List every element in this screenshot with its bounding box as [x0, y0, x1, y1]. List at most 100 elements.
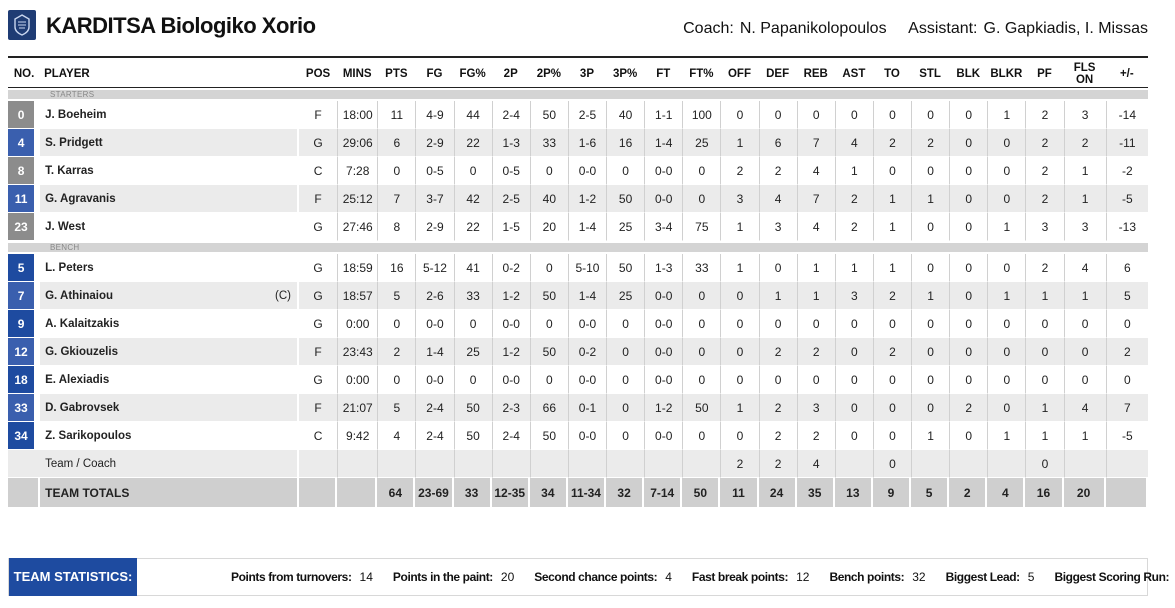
player-name-text[interactable]: G. Athinaiou — [45, 289, 114, 302]
player-name-text[interactable]: E. Alexiadis — [45, 373, 110, 386]
stat-cell: 27:46 — [337, 213, 378, 241]
stat-cell: 0 — [682, 185, 721, 213]
stat-cell: -13 — [1105, 213, 1148, 241]
player-name-text[interactable]: J. Boeheim — [45, 108, 107, 121]
stat-cell: 0-5 — [415, 157, 454, 185]
column-header: FLS ON — [1063, 60, 1106, 88]
player-name-text[interactable]: Z. Sarikopoulos — [45, 429, 132, 442]
player-row[interactable]: 4 S. Pridgett G 29:06 6 2-9 22 1-3 33 1-6 16 1-4 25 1… — [8, 129, 1148, 157]
stat-cell: 1-2 — [491, 338, 530, 366]
player-name-text[interactable]: S. Pridgett — [45, 136, 103, 149]
player-row[interactable]: 0 J. Boeheim F 18:00 11 4-9 44 2-4 50 2-5 40 1-1 100… — [8, 101, 1148, 129]
stat-cell: 0 — [911, 338, 950, 366]
player-row[interactable]: 8 T. Karras C 7:28 0 0-5 0 0-5 0 0-0 0 0-0 0 2 2 4 1 0 0 0 0… — [8, 157, 1148, 185]
stat-cell: 0 — [872, 310, 912, 338]
stat-cell: 0 — [987, 129, 1026, 157]
stat-cell: 0-5 — [491, 157, 530, 185]
player-name[interactable]: G. Gkiouzelis — [40, 338, 300, 366]
stat-cell: 2 — [1025, 254, 1064, 282]
stat-cell: 33 — [682, 254, 721, 282]
stat-cell: 0 — [529, 366, 568, 394]
stat-cell: G — [299, 366, 338, 394]
team-coach-label: Team / Coach — [40, 450, 300, 478]
stat-cell: 5-12 — [415, 254, 454, 282]
stat-cell: 0 — [720, 310, 759, 338]
stat-cell: 0 — [377, 157, 416, 185]
player-name[interactable]: J. West — [40, 213, 300, 241]
stat-cell: 0 — [682, 282, 721, 310]
stat-cell: 0 — [987, 366, 1026, 394]
player-row[interactable]: 12 G. Gkiouzelis F 23:43 2 1-4 25 1-2 50 0-2 0 0-0 0… — [8, 338, 1148, 366]
player-name-text[interactable]: G. Agravanis — [45, 192, 116, 205]
player-name-text[interactable]: D. Gabrovsek — [45, 401, 120, 414]
stat-cell: 0 — [834, 338, 873, 366]
total-cell: 32 — [606, 478, 645, 508]
player-name[interactable]: T. Karras — [40, 157, 300, 185]
stat-cell: 3 — [796, 394, 835, 422]
stat-cell: 0 — [987, 254, 1026, 282]
stat-cell: 0 — [872, 450, 912, 478]
stat-cell: 18:59 — [337, 254, 378, 282]
total-cell: 5 — [911, 478, 950, 508]
totals-number-cell — [8, 478, 41, 508]
player-name-text[interactable]: G. Gkiouzelis — [45, 345, 118, 358]
player-name-text[interactable]: T. Karras — [45, 164, 94, 177]
team-stat-value: 4 — [665, 570, 672, 584]
player-name[interactable]: Z. Sarikopoulos — [40, 422, 300, 450]
stat-cell — [644, 450, 683, 478]
player-row[interactable]: 11 G. Agravanis F 25:12 7 3-7 42 2-5 40 1-2 50 0-0 0… — [8, 185, 1148, 213]
player-name[interactable]: D. Gabrovsek — [40, 394, 300, 422]
player-name-text[interactable]: L. Peters — [45, 261, 94, 274]
stat-cell: 2 — [796, 338, 835, 366]
stat-cell: 44 — [453, 101, 492, 129]
stat-cell: 18:57 — [337, 282, 378, 310]
player-row[interactable]: 18 E. Alexiadis G 0:00 0 0-0 0 0-0 0 0-0 0 0-0 0 0 0 0 0… — [8, 366, 1148, 394]
player-row[interactable]: 23 J. West G 27:46 8 2-9 22 1-5 20 1-4 25 3-4 75 1 3 4 2… — [8, 213, 1148, 241]
stat-cell: 0 — [872, 157, 912, 185]
player-name-text[interactable]: A. Kalaitzakis — [45, 317, 120, 330]
stat-cell: 1-3 — [491, 129, 530, 157]
team-stat-item: Biggest Scoring Run:10 — [1054, 570, 1175, 584]
stat-cell: 0 — [606, 157, 645, 185]
stat-cell: 0-0 — [644, 422, 683, 450]
stat-cell: 0 — [682, 422, 721, 450]
team-stat-label: Biggest Lead: — [945, 570, 1021, 584]
player-name[interactable]: A. Kalaitzakis — [40, 310, 300, 338]
player-row[interactable]: 34 Z. Sarikopoulos C 9:42 4 2-4 50 2-4 50 0-0 0 0-0… — [8, 422, 1148, 450]
stat-cell: 0 — [872, 394, 912, 422]
player-name[interactable]: J. Boeheim — [40, 101, 300, 129]
stat-cell: 0 — [1105, 310, 1148, 338]
stat-cell: 0 — [453, 157, 492, 185]
stat-cell: 0 — [529, 254, 568, 282]
player-row[interactable]: 9 A. Kalaitzakis G 0:00 0 0-0 0 0-0 0 0-0 0 0-0 0 0 0 0… — [8, 310, 1148, 338]
stat-cell — [1063, 450, 1106, 478]
player-name[interactable]: G. Athinaiou (C) — [40, 282, 300, 310]
player-name-text[interactable]: J. West — [45, 220, 86, 233]
player-name[interactable]: G. Agravanis — [40, 185, 300, 213]
stat-cell — [682, 450, 721, 478]
player-name[interactable]: S. Pridgett — [40, 129, 300, 157]
team-stat-item: Fast break points: 12 — [692, 570, 810, 584]
stat-cell: 33 — [529, 129, 568, 157]
player-name[interactable]: L. Peters — [40, 254, 300, 282]
stat-cell: 25 — [606, 282, 645, 310]
stat-cell: 1-2 — [491, 282, 530, 310]
player-name[interactable]: E. Alexiadis — [40, 366, 300, 394]
player-row[interactable]: 33 D. Gabrovsek F 21:07 5 2-4 50 2-3 66 0-1 0 1-2 50… — [8, 394, 1148, 422]
player-row[interactable]: 5 L. Peters G 18:59 16 5-12 41 0-2 0 5-10 50 1-3 33 1… — [8, 254, 1148, 282]
player-row[interactable]: 7 G. Athinaiou (C) G 18:57 5 2-6 33 1-2 50 1-4 25 0-… — [8, 282, 1148, 310]
stat-cell: -2 — [1105, 157, 1148, 185]
stat-cell: 7:28 — [337, 157, 378, 185]
stat-cell: 0 — [949, 310, 988, 338]
jersey-number: 23 — [8, 213, 41, 241]
column-header: POS — [299, 60, 338, 88]
stat-cell — [491, 450, 530, 478]
jersey-number: 7 — [8, 282, 41, 310]
team-coach-row: Team / Coach 2 2 4 0 0 — [8, 450, 1148, 478]
stat-cell: 2 — [720, 450, 759, 478]
stat-cell: 1-1 — [644, 101, 683, 129]
stat-cell: 2 — [758, 422, 797, 450]
stat-cell: 2 — [949, 394, 988, 422]
stat-cell: 23:43 — [337, 338, 378, 366]
stat-cell: 0 — [949, 213, 988, 241]
